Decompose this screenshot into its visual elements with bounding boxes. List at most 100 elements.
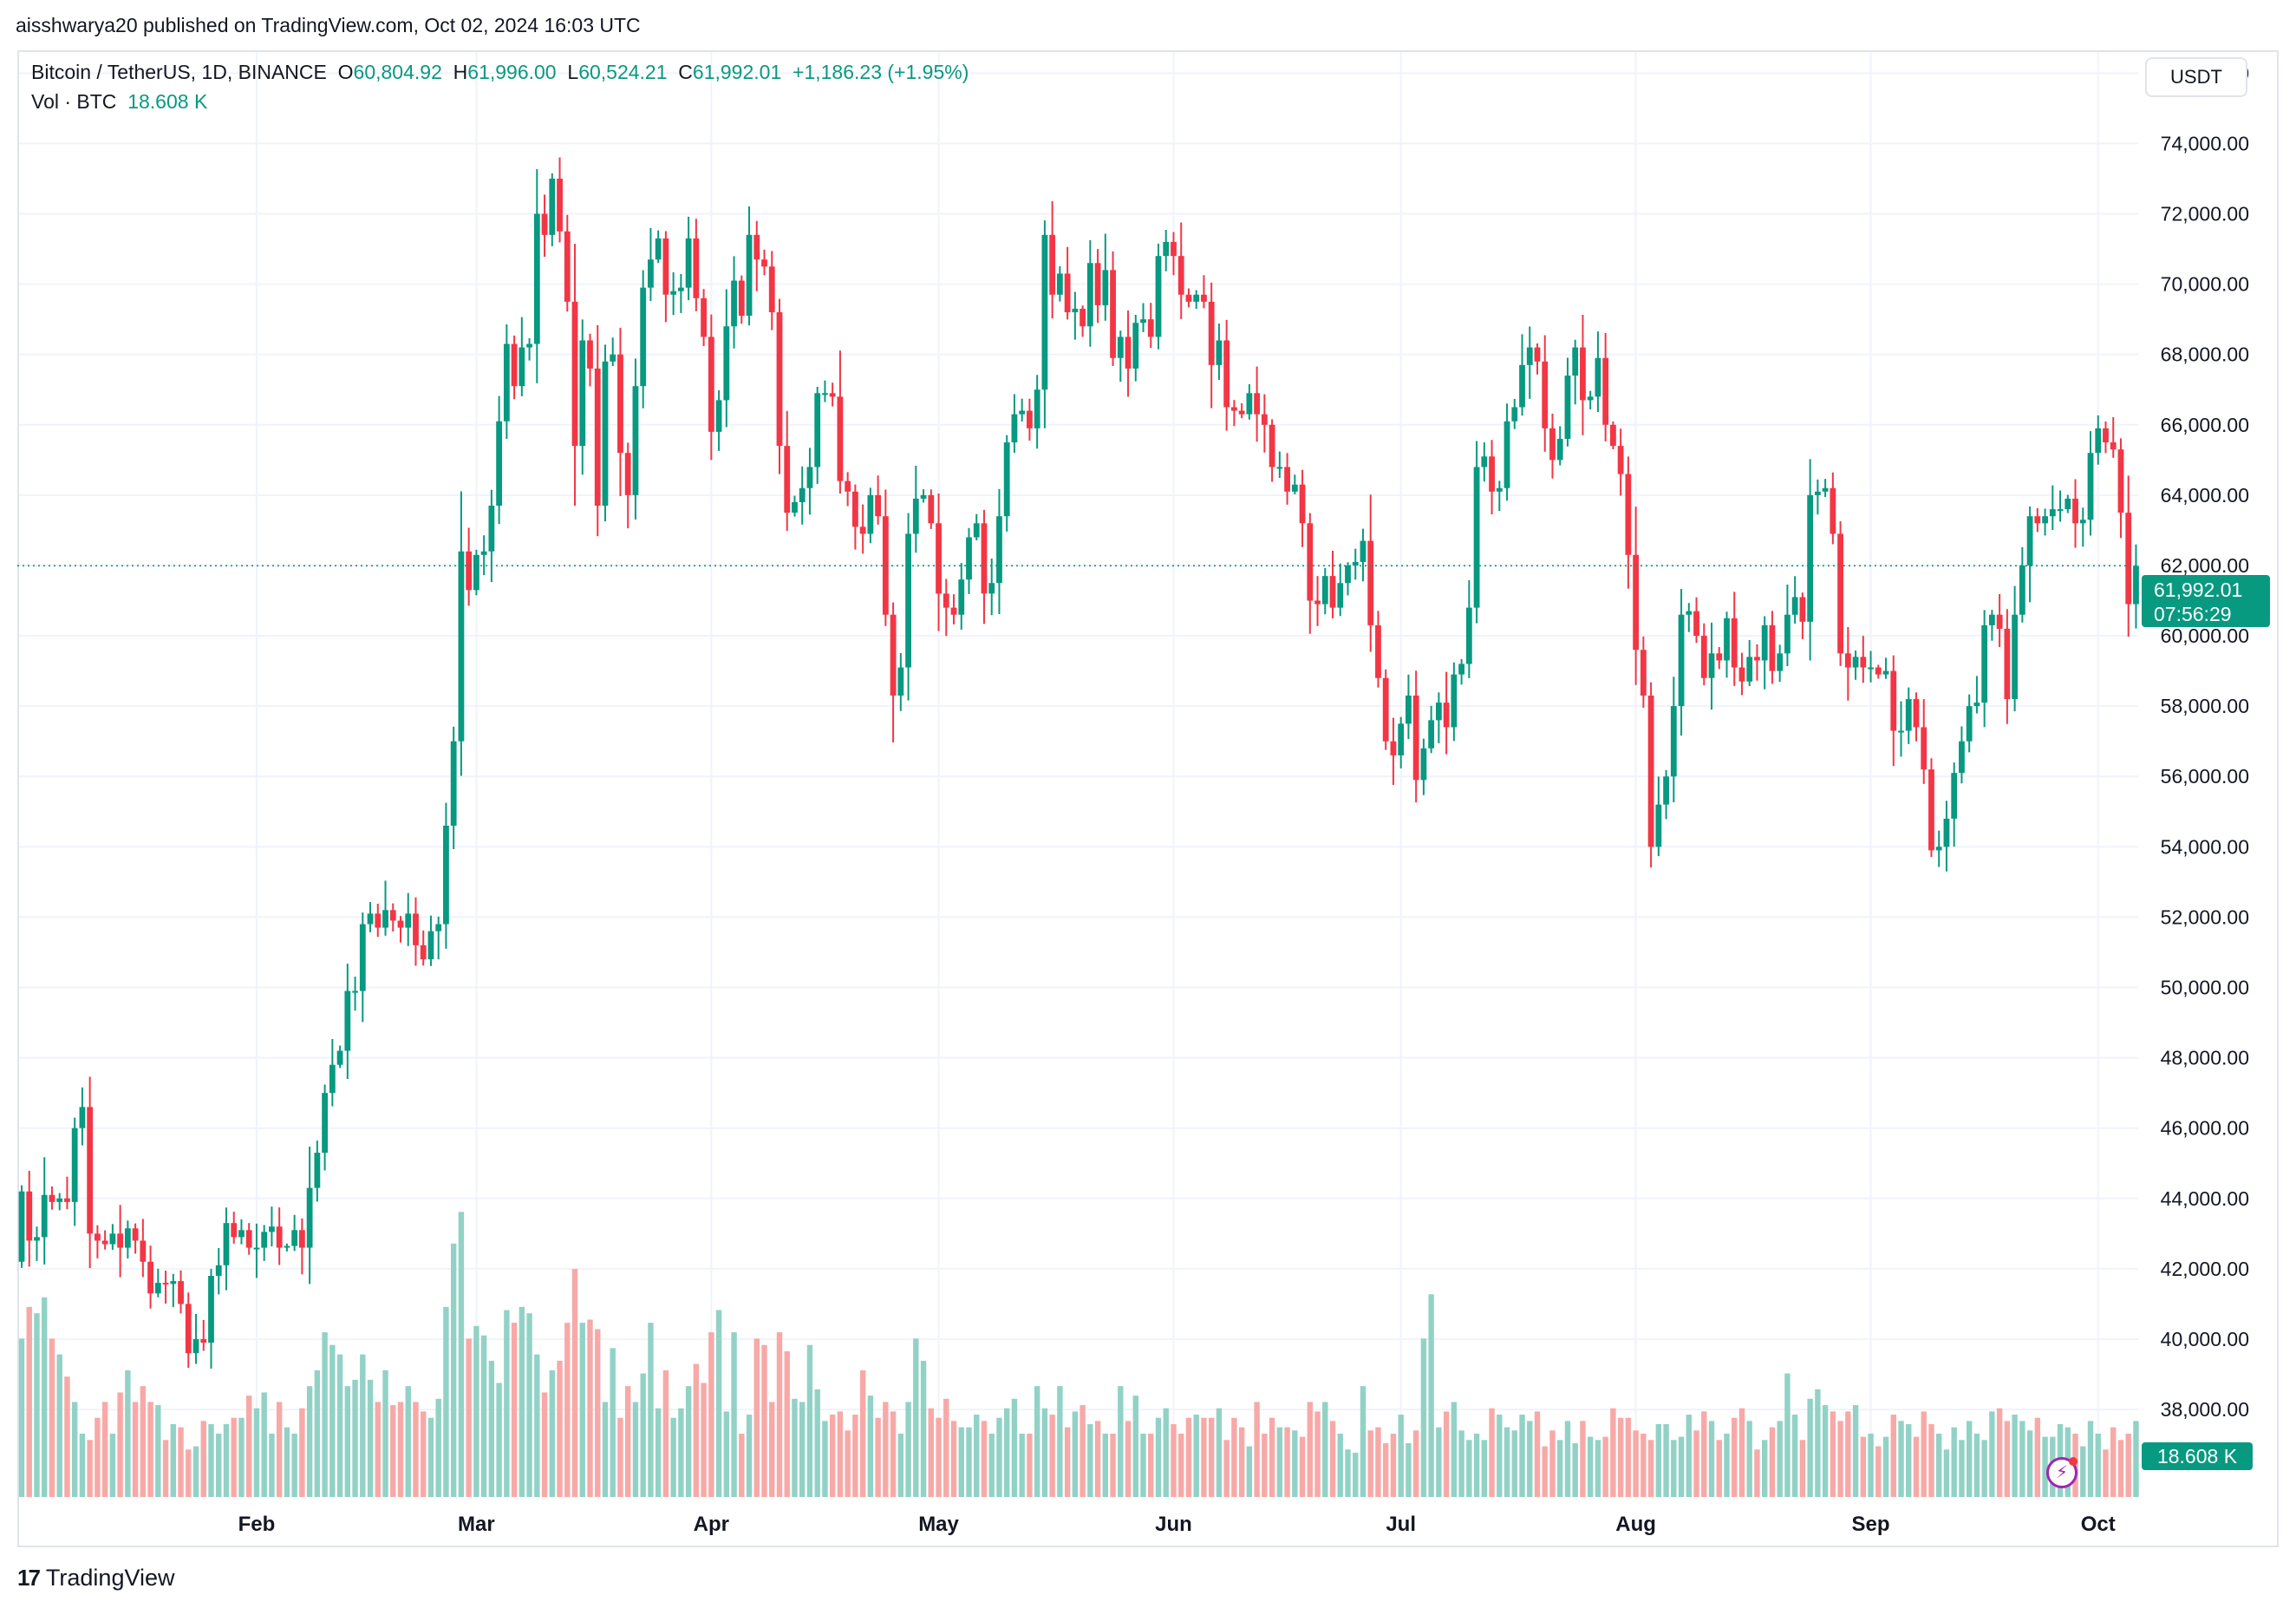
price-tick-label: 64,000.00 (2161, 484, 2249, 507)
candle-body (920, 494, 927, 499)
volume-bar (905, 1402, 911, 1497)
volume-bar (632, 1402, 639, 1497)
volume-bar (1951, 1427, 1957, 1497)
time-tick-label: May (918, 1513, 959, 1536)
candle-body (1966, 706, 1973, 742)
volume-bar (382, 1369, 388, 1497)
candle-body (1269, 424, 1275, 467)
price-tick-label: 44,000.00 (2161, 1187, 2249, 1210)
candle-body (602, 361, 609, 507)
symbol-title[interactable]: Bitcoin / TetherUS, 1D, BINANCE (31, 61, 327, 83)
candle-body (322, 1093, 328, 1154)
volume-bar (731, 1332, 737, 1497)
candle-body (966, 537, 972, 580)
time-tick-label: Apr (694, 1513, 729, 1536)
volume-bar (1398, 1415, 1404, 1497)
volume-bar (1625, 1417, 1632, 1497)
candle-body (1102, 270, 1109, 305)
volume-bar (943, 1398, 949, 1497)
volume-bar (845, 1430, 851, 1497)
volume-bar (1118, 1386, 1124, 1497)
candle-body (1822, 487, 1829, 492)
candle-body (269, 1226, 275, 1232)
candle-body (571, 301, 578, 447)
volume-bar (1716, 1440, 1722, 1497)
candle-body (1049, 234, 1056, 295)
volume-bar (1238, 1427, 1245, 1497)
candle-body (1655, 804, 1662, 847)
candle-body (291, 1230, 298, 1246)
candle-body (1814, 491, 1821, 495)
volume-bar (261, 1392, 267, 1497)
candle-body (1549, 428, 1556, 461)
time-tick-label: Feb (238, 1513, 276, 1536)
candle-body (859, 526, 866, 534)
volume-bar (1989, 1411, 1995, 1497)
volume-bar (178, 1427, 184, 1497)
volume-bar (2095, 1433, 2101, 1497)
currency-button[interactable]: USDT (2145, 57, 2247, 97)
bar-countdown: 07:56:29 (2154, 603, 2232, 625)
volume-bar (928, 1408, 934, 1497)
volume-bar (1420, 1338, 1427, 1497)
volume-bar (1746, 1421, 1752, 1497)
volume-bar (1087, 1424, 1093, 1497)
volume-bar (147, 1402, 153, 1497)
candle-body (1686, 611, 1693, 615)
candle-body (1587, 396, 1594, 401)
volume-bar (458, 1212, 465, 1497)
volume-bar (1390, 1433, 1397, 1497)
volume-bar (1762, 1440, 1768, 1497)
candle-body (1777, 653, 1784, 671)
volume-bar (739, 1433, 745, 1497)
volume-bar (966, 1427, 972, 1497)
candle-body (1147, 319, 1154, 337)
candle-body (2110, 442, 2117, 450)
volume-bar (837, 1411, 844, 1497)
volume-bar (1299, 1436, 1306, 1497)
volume-bar (1784, 1373, 1790, 1497)
brand[interactable]: 17 TradingView (17, 1565, 175, 1592)
candle-body (1898, 730, 1904, 733)
candle-body (344, 990, 351, 1051)
candle-body (1489, 456, 1495, 492)
candle-body (1503, 421, 1510, 488)
volume-bar (1201, 1417, 1207, 1497)
last-price-tag: 61,992.01 07:56:29 (2142, 575, 2270, 627)
volume-bar (534, 1354, 540, 1497)
volume-bar (2012, 1415, 2018, 1497)
candle-body (1125, 337, 1132, 369)
candle-body (87, 1107, 94, 1234)
candle-body (56, 1198, 63, 1202)
candle-body (1027, 410, 1033, 428)
brand-name: TradingView (45, 1565, 175, 1591)
candle-body (79, 1107, 86, 1128)
volume-label[interactable]: Vol · BTC (31, 90, 117, 113)
volume-bar (1458, 1430, 1464, 1497)
volume-bar (344, 1386, 351, 1497)
volume-bar (2080, 1446, 2086, 1497)
candle-body (245, 1230, 252, 1248)
volume-bar (1807, 1398, 1813, 1497)
candle-body (178, 1281, 184, 1304)
candle-body (632, 386, 639, 495)
candle-body (950, 607, 957, 615)
high-label: H (453, 61, 468, 83)
volume-bar (405, 1386, 411, 1497)
volume-bar (488, 1360, 495, 1497)
volume-bar (1102, 1433, 1109, 1497)
volume-bar (132, 1402, 139, 1497)
volume-bar (18, 1338, 25, 1497)
volume-bar (587, 1319, 593, 1497)
volume-bar (71, 1402, 78, 1497)
volume-bar (95, 1417, 101, 1497)
candle-body (1799, 597, 1806, 622)
lightning-icon[interactable]: ⚡ (2046, 1457, 2077, 1488)
volume-bar (708, 1332, 714, 1497)
volume-bar (541, 1392, 548, 1497)
volume-bar (1292, 1430, 1298, 1497)
volume-bar (1822, 1405, 1829, 1497)
volume-bar (640, 1373, 646, 1497)
volume-bar (231, 1417, 237, 1497)
